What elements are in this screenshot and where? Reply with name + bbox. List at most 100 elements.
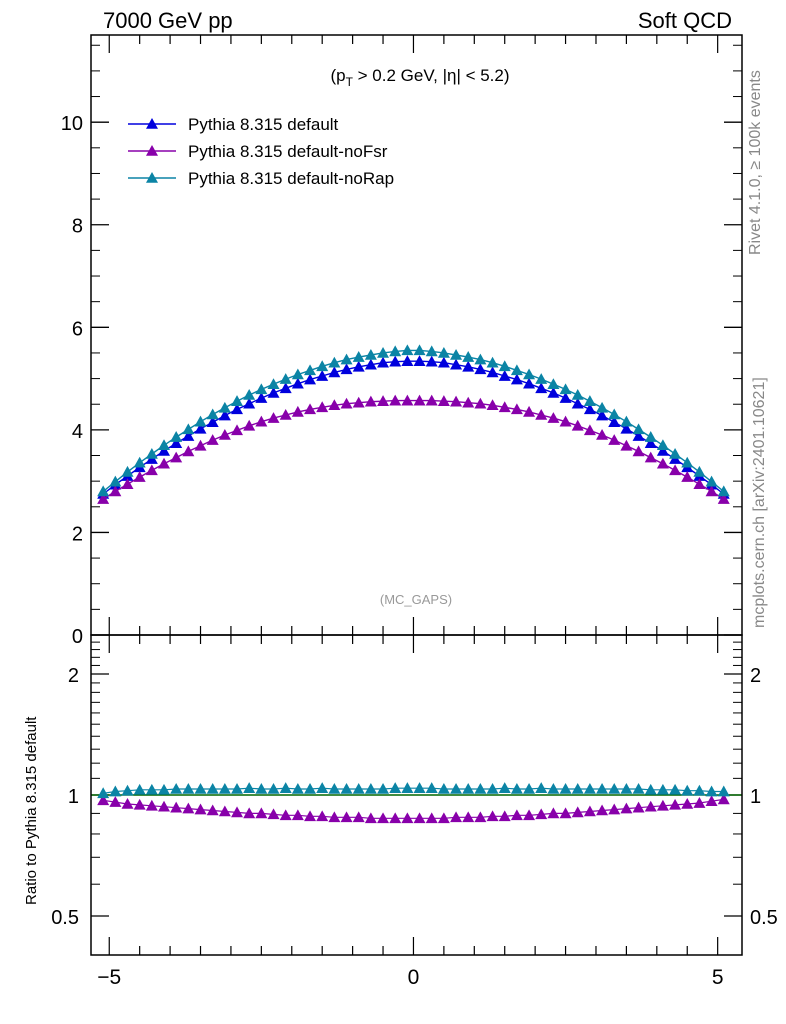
data-point [328, 399, 341, 411]
data-point [547, 386, 560, 398]
ratio-point [206, 804, 219, 816]
data-point [681, 471, 694, 482]
ratio-point [547, 807, 560, 819]
series-nofsr [97, 394, 730, 504]
data-point [510, 364, 523, 376]
main-ytick-label: 2 [72, 523, 83, 545]
ratio-point [97, 794, 110, 806]
rivet-version-label: Rivet 4.1.0, ≥ 100k events [747, 70, 764, 255]
data-point [559, 383, 572, 395]
series-line-default [102, 360, 725, 495]
ratio-point [535, 808, 548, 820]
legend-marker [146, 145, 158, 156]
ratio-point [462, 811, 475, 823]
data-point [389, 394, 402, 406]
data-point [401, 344, 414, 356]
data-point [158, 439, 171, 451]
source-label: mcplots.cern.ch [arXiv:2401.10621] [751, 377, 768, 628]
data-point [231, 395, 244, 406]
ratio-point [462, 782, 475, 794]
ratio-point [243, 807, 256, 819]
ratio-point [194, 782, 207, 794]
data-point [498, 360, 511, 372]
ratio-point [644, 783, 657, 795]
xtick-label: 0 [408, 966, 420, 989]
ratio-point [413, 782, 426, 793]
ratio-point [401, 782, 414, 793]
ratio-point [364, 782, 377, 794]
data-point [656, 444, 669, 456]
ratio-point [413, 812, 426, 824]
data-point [352, 360, 365, 372]
data-point [425, 394, 438, 406]
data-point [425, 355, 438, 367]
data-point [194, 415, 207, 427]
data-point [182, 445, 195, 457]
data-point [291, 377, 304, 389]
main-ytick-label: 6 [72, 318, 83, 340]
data-point [267, 412, 280, 423]
data-point [194, 422, 207, 434]
data-point [401, 394, 414, 406]
ratio-point [109, 796, 122, 807]
data-point [693, 478, 706, 490]
ratio-point [583, 782, 596, 794]
xtick-label: 5 [712, 966, 724, 989]
data-point [669, 447, 682, 459]
data-point [559, 392, 572, 403]
data-point [656, 457, 669, 469]
ratio-point [559, 807, 572, 819]
main-ytick-label: 0 [72, 626, 83, 648]
data-point [632, 423, 645, 435]
ratio-point [693, 797, 706, 808]
ratio-point [681, 797, 694, 809]
data-point [97, 485, 110, 497]
data-point [437, 356, 450, 368]
ratio-point [291, 809, 304, 821]
data-point [218, 409, 231, 421]
data-point [218, 429, 231, 440]
ratio-point [498, 782, 511, 793]
xtick-label: −5 [97, 966, 121, 989]
ratio-series-norap [97, 782, 730, 799]
data-point [170, 451, 183, 463]
ratio-line-nofsr [103, 798, 724, 819]
ratio-point [121, 784, 134, 796]
ratio-point [279, 809, 292, 821]
energy-label: 7000 GeV pp [103, 8, 233, 33]
data-point [705, 485, 718, 497]
data-point [133, 471, 146, 482]
data-point [523, 377, 536, 389]
data-point [474, 353, 487, 365]
data-point [340, 363, 353, 375]
data-point [510, 403, 523, 415]
data-point [437, 395, 450, 406]
legend-label: Pythia 8.315 default [188, 115, 339, 134]
ratio-point [656, 799, 669, 811]
data-point [571, 397, 584, 409]
data-point [474, 363, 487, 375]
series-line-norap [102, 349, 725, 492]
ratio-point [425, 782, 438, 793]
data-point [109, 485, 122, 497]
ratio-point [681, 784, 694, 796]
ratio-point [425, 812, 438, 824]
ratio-point [194, 803, 207, 815]
ratio-point [450, 782, 463, 794]
ratio-point [620, 802, 633, 814]
ratio-point [316, 782, 329, 793]
data-point [304, 373, 317, 385]
data-point [279, 382, 292, 394]
data-point [535, 409, 548, 420]
ratio-point [170, 782, 183, 794]
ratio-point [669, 783, 682, 795]
data-point [377, 346, 390, 358]
ratio-point [352, 782, 365, 794]
data-point [693, 465, 706, 477]
data-point [571, 389, 584, 400]
ratio-point [608, 782, 621, 794]
ratio-point [571, 782, 584, 794]
ratio-point [437, 782, 450, 794]
ratio-point [158, 783, 171, 795]
